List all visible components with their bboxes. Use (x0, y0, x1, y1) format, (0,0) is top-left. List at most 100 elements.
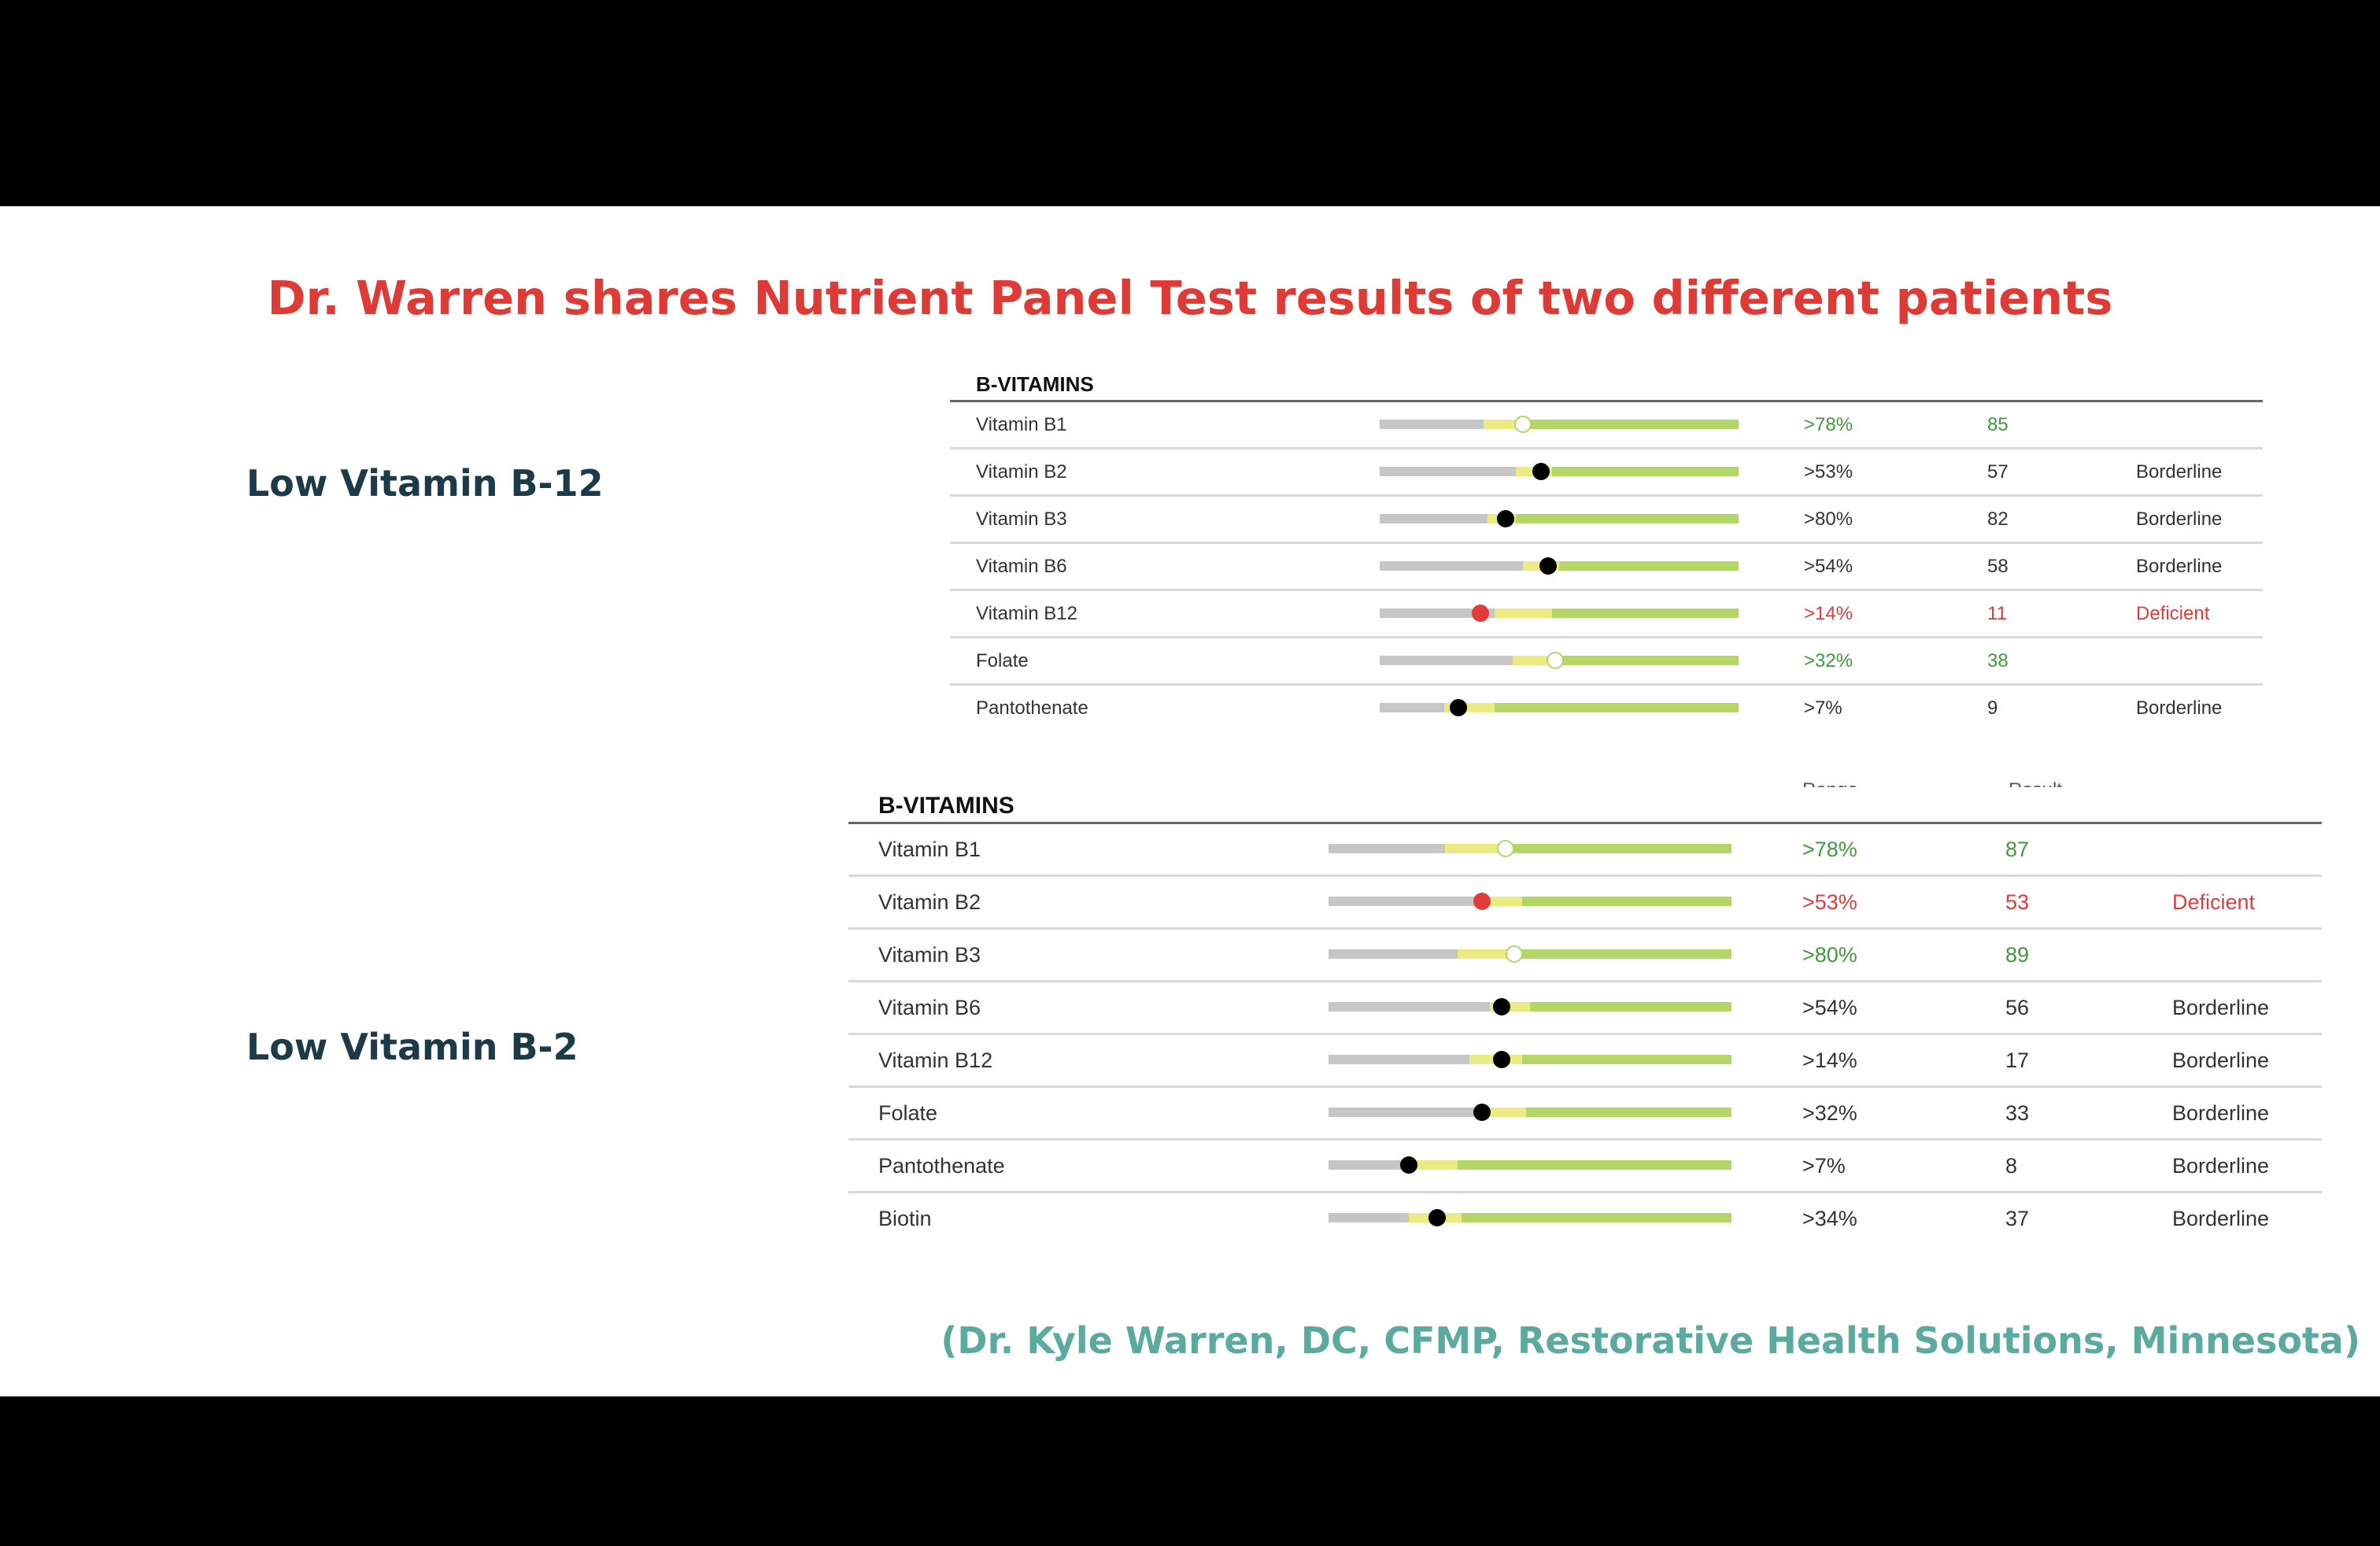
bar-low-segment (1380, 560, 1524, 571)
patient-2-label: Low Vitamin B-2 (246, 1026, 578, 1068)
range-bar (1380, 604, 1739, 622)
result-marker (1400, 1156, 1418, 1174)
nutrient-name: Vitamin B2 (878, 890, 981, 914)
panel-title: B-VITAMINS (976, 372, 1094, 396)
bar-optimal-segment (1461, 1213, 1731, 1222)
panel-rows: Vitamin B1 >78% 85 Vitamin B2 >53% 57 Borderli… (950, 402, 2263, 730)
result-marker (1473, 1104, 1491, 1121)
reference-range: >32% (1804, 650, 1853, 671)
table-row: Vitamin B3 >80% 89 (848, 930, 2322, 982)
reference-range: >53% (1802, 890, 1857, 914)
table-row: Pantothenate >7% 8 Borderline (848, 1141, 2322, 1193)
range-bar (1329, 1051, 1731, 1068)
bar-low-segment (1329, 1160, 1402, 1170)
result-marker (1505, 945, 1523, 963)
result-marker (1493, 998, 1511, 1015)
result-marker (1496, 509, 1514, 527)
range-bar (1380, 509, 1739, 527)
range-bar (1329, 840, 1731, 857)
bar-optimal-segment (1523, 419, 1739, 429)
status-label: Borderline (2136, 461, 2223, 483)
status-label: Deficient (2136, 603, 2210, 624)
bar-optimal-segment (1516, 513, 1739, 523)
bar-optimal-segment (1513, 949, 1731, 959)
bar-borderline-segment (1457, 949, 1514, 959)
range-bar (1329, 893, 1731, 910)
bar-low-segment (1380, 513, 1488, 523)
bar-optimal-segment (1525, 1108, 1731, 1117)
result-value: 85 (1987, 414, 2009, 435)
clipped-column-header-range: Range (1802, 779, 1858, 787)
result-marker (1497, 840, 1515, 857)
panel-rows: Vitamin B1 >78% 87 Vitamin B2 >53% 53 Deficien… (848, 824, 2322, 1244)
result-marker (1547, 651, 1565, 669)
result-marker (1428, 1209, 1447, 1226)
bar-low-segment (1380, 608, 1495, 618)
range-bar (1329, 1104, 1731, 1121)
status-label: Borderline (2172, 1154, 2270, 1178)
status-label: Borderline (2136, 556, 2223, 577)
patient-1-panel: B-VITAMINS Vitamin B1 >78% 85 Vitamin B2 >53… (950, 368, 2263, 730)
status-label: Borderline (2172, 1049, 2270, 1072)
bar-borderline-segment (1494, 608, 1552, 618)
panel-rule (848, 822, 2322, 824)
range-bar (1329, 998, 1731, 1015)
nutrient-name: Vitamin B2 (976, 461, 1067, 483)
bar-optimal-segment (1551, 608, 1739, 618)
bar-low-segment (1329, 844, 1446, 853)
result-value: 33 (2005, 1101, 2030, 1125)
reference-range: >78% (1804, 414, 1853, 435)
nutrient-name: Vitamin B12 (878, 1049, 993, 1072)
bar-borderline-segment (1512, 655, 1556, 665)
result-value: 11 (1987, 603, 2007, 624)
range-bar (1380, 415, 1739, 433)
slide: Dr. Warren shares Nutrient Panel Test re… (0, 206, 2380, 1396)
bar-low-segment (1380, 419, 1484, 429)
slide-title: Dr. Warren shares Nutrient Panel Test re… (267, 271, 2113, 325)
reference-range: >32% (1802, 1101, 1857, 1125)
result-value: 56 (2005, 996, 2030, 1019)
nutrient-name: Vitamin B1 (878, 838, 981, 861)
nutrient-name: Pantothenate (878, 1154, 1005, 1178)
reference-range: >78% (1802, 838, 1857, 861)
bar-optimal-segment (1555, 655, 1739, 665)
nutrient-name: Vitamin B3 (878, 943, 981, 967)
bar-optimal-segment (1530, 1002, 1731, 1012)
reference-range: >14% (1802, 1049, 1857, 1072)
bar-optimal-segment (1551, 466, 1739, 476)
clipped-column-header-result: Result (2009, 779, 2062, 787)
result-value: 8 (2005, 1154, 2018, 1178)
bar-low-segment (1329, 1002, 1490, 1012)
reference-range: >54% (1802, 996, 1857, 1019)
result-value: 53 (2005, 890, 2030, 914)
bar-optimal-segment (1521, 897, 1731, 906)
reference-range: >34% (1802, 1207, 1857, 1230)
nutrient-name: Vitamin B3 (976, 509, 1067, 530)
reference-range: >80% (1804, 509, 1853, 530)
bar-low-segment (1380, 655, 1513, 665)
bar-low-segment (1329, 1055, 1470, 1064)
bar-borderline-segment (1445, 844, 1506, 853)
range-bar (1380, 557, 1739, 575)
bar-optimal-segment (1521, 1055, 1731, 1064)
range-bar (1380, 651, 1739, 669)
nutrient-name: Vitamin B12 (976, 603, 1077, 624)
nutrient-name: Vitamin B1 (976, 414, 1067, 435)
table-row: Vitamin B6 >54% 56 Borderline (848, 982, 2322, 1035)
bar-borderline-segment (1481, 897, 1522, 906)
result-marker (1493, 1051, 1511, 1068)
nutrient-name: Biotin (878, 1207, 932, 1230)
panel-title: B-VITAMINS (878, 793, 1014, 819)
table-row: Vitamin B1 >78% 87 (848, 824, 2322, 877)
panel-rule (950, 400, 2263, 402)
result-marker (1473, 893, 1491, 910)
nutrient-name: Vitamin B6 (878, 996, 981, 1019)
nutrient-name: Vitamin B6 (976, 556, 1067, 577)
patient-2-panel: B-VITAMINS Vitamin B1 >78% 87 Vitamin B2 >53… (848, 790, 2322, 1244)
status-label: Borderline (2136, 697, 2223, 719)
table-row: Pantothenate >7% 9 Borderline (950, 686, 2263, 730)
nutrient-name: Folate (878, 1101, 938, 1125)
result-marker (1532, 462, 1550, 480)
status-label: Borderline (2172, 1207, 2270, 1230)
bar-low-segment (1380, 466, 1517, 476)
